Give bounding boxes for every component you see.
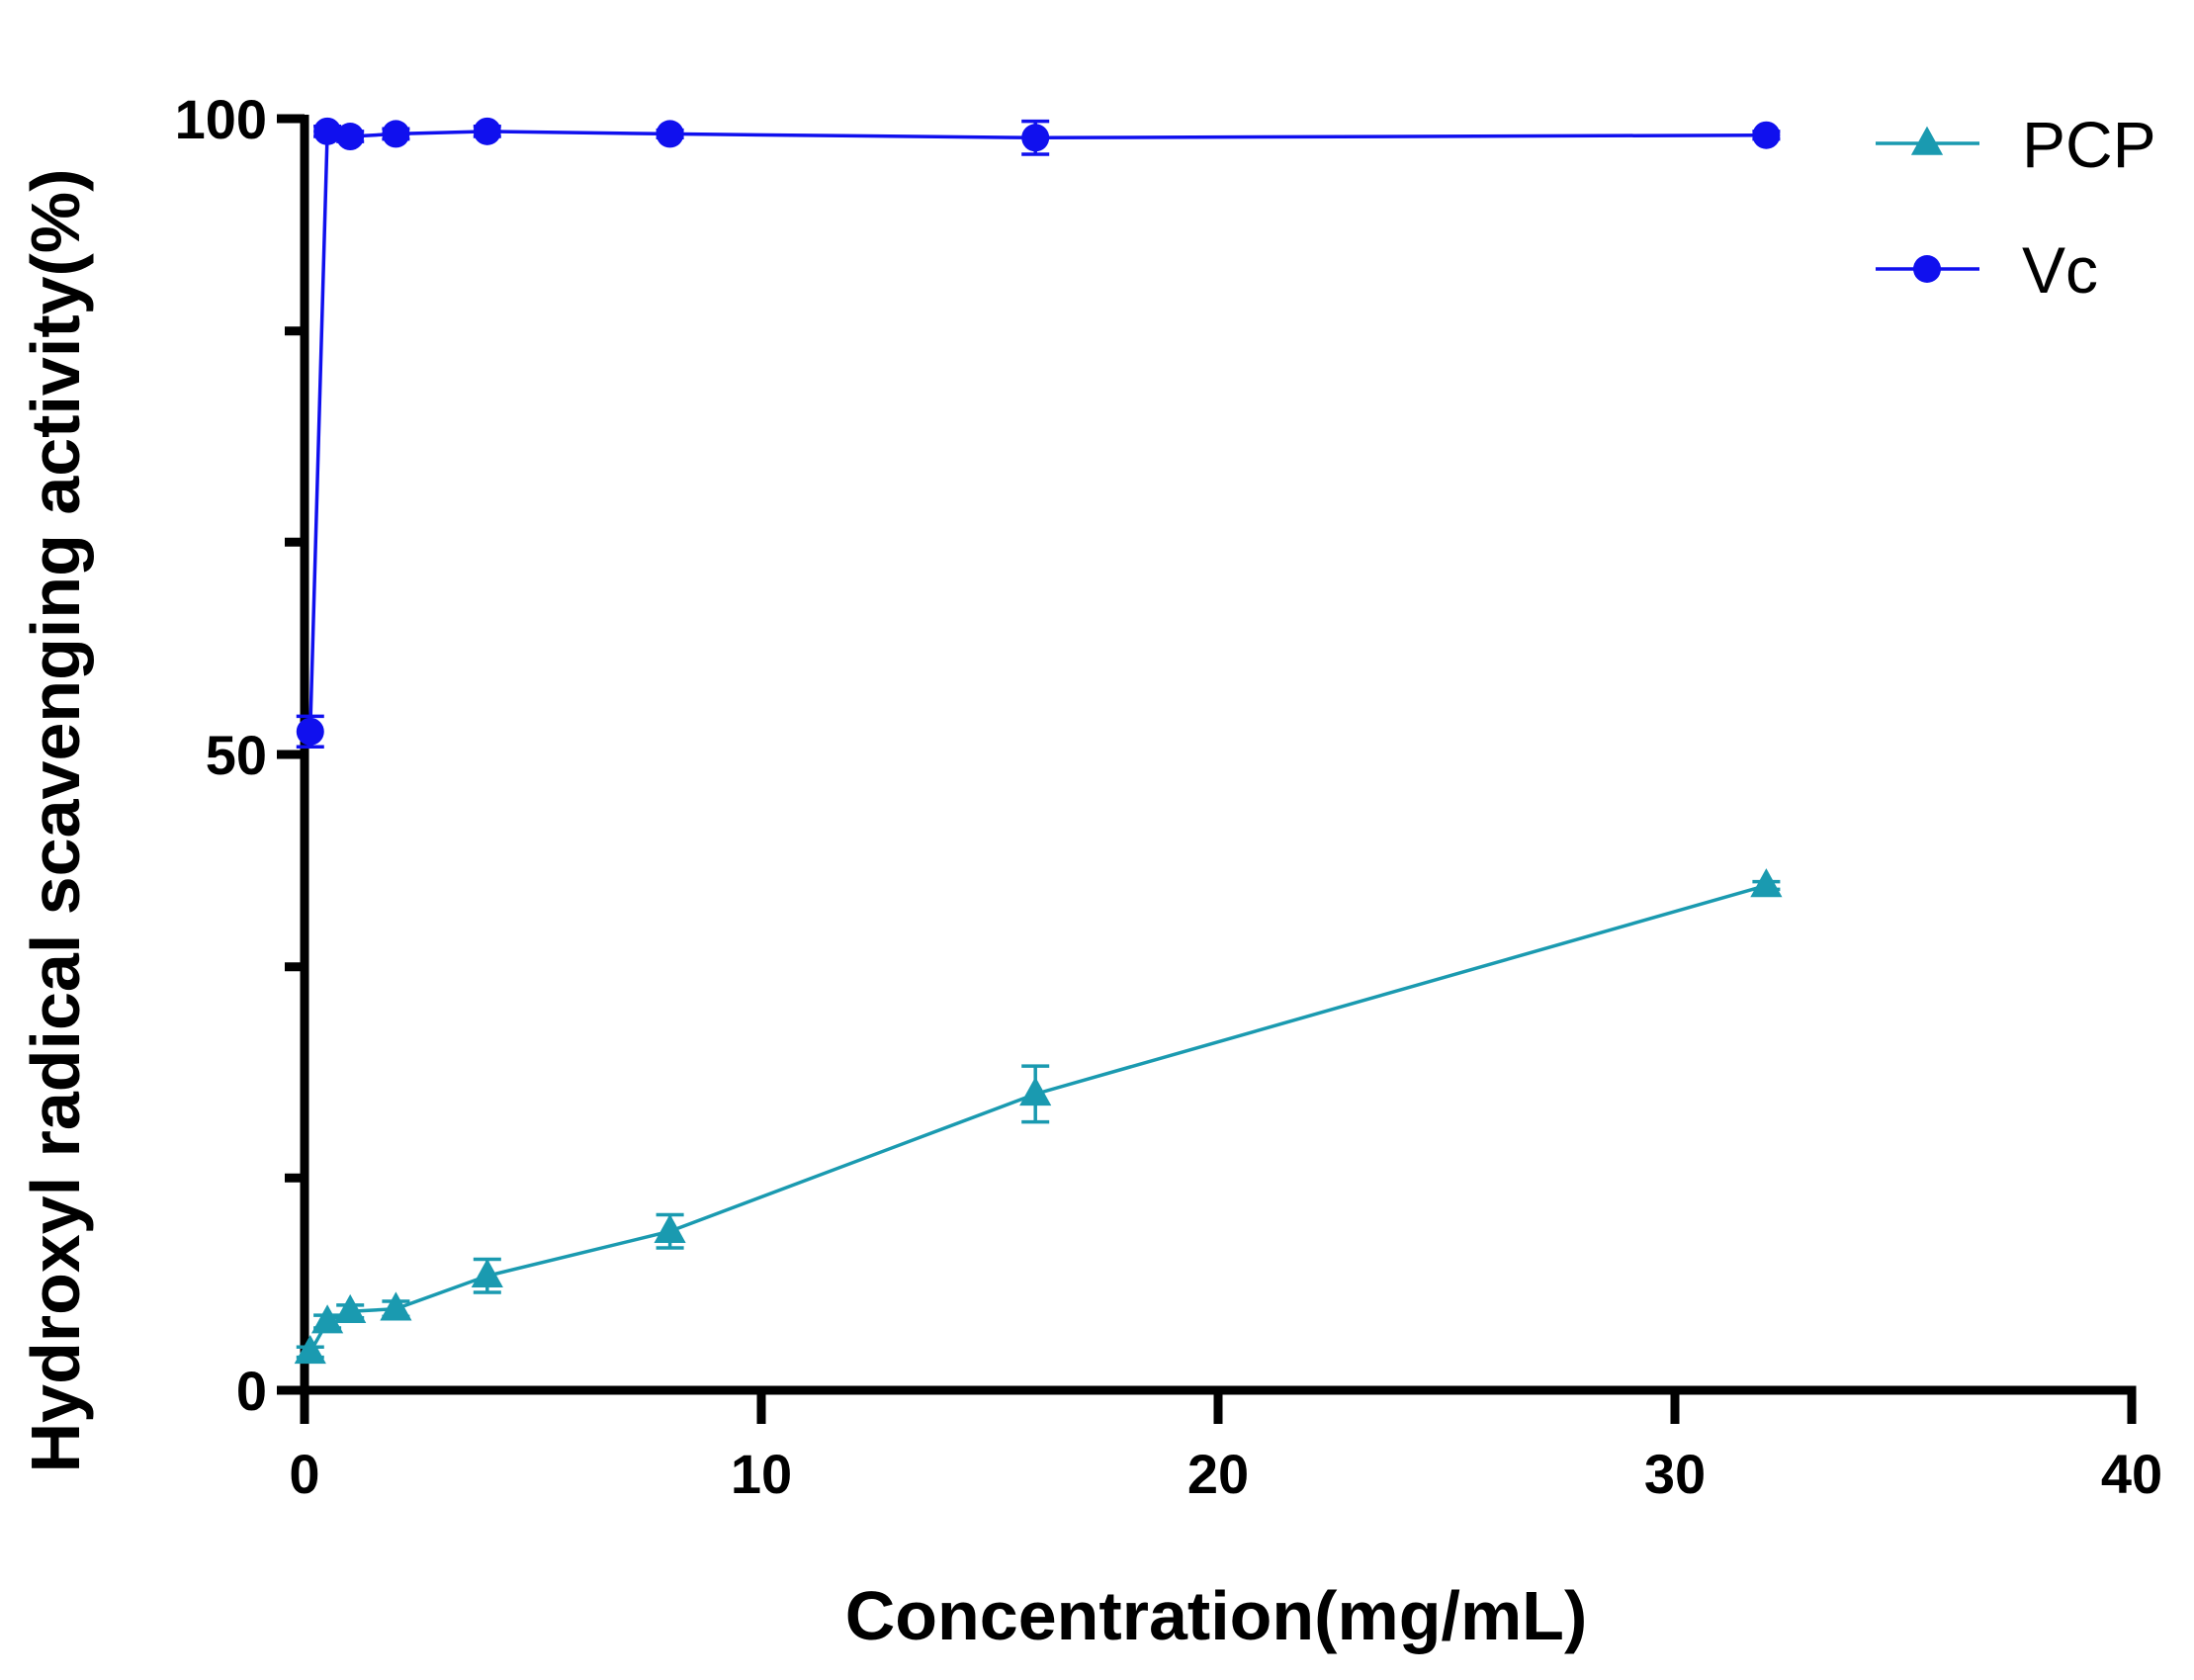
x-tick-label: 20 — [1187, 1443, 1249, 1505]
data-point — [1750, 868, 1783, 898]
series-line — [308, 883, 1767, 1354]
data-point — [1019, 1077, 1052, 1106]
x-tick-label: 10 — [731, 1443, 792, 1505]
x-tick-label: 30 — [1644, 1443, 1706, 1505]
data-point — [380, 1291, 412, 1321]
data-point — [313, 117, 342, 145]
legend-label: Vc — [2022, 233, 2098, 307]
data-point — [336, 123, 365, 151]
data-point — [334, 1293, 367, 1324]
x-tick-label: 0 — [289, 1443, 319, 1505]
data-point — [654, 1213, 686, 1244]
data-point — [656, 120, 684, 148]
legend-item-pcp: PCP — [1876, 108, 2156, 181]
y-tick-label: 50 — [206, 724, 267, 786]
y-tick-label: 100 — [175, 88, 267, 150]
data-point — [473, 117, 501, 145]
data-point — [1021, 124, 1050, 152]
series-vc — [296, 117, 1781, 750]
data-point — [1752, 121, 1781, 149]
legend-item-vc: Vc — [1876, 233, 2098, 307]
axes: 0 50 100 0 10 20 30 40 — [175, 88, 2163, 1505]
data-point — [471, 1258, 503, 1288]
data-point — [382, 120, 410, 148]
legend-marker — [1910, 126, 1944, 155]
y-tick-label: 0 — [236, 1360, 267, 1422]
legend-label: PCP — [2022, 108, 2156, 181]
series-line — [308, 129, 1767, 732]
data-point — [296, 717, 324, 746]
legend-marker — [1913, 255, 1941, 283]
series-layer — [294, 117, 1783, 1365]
x-axis-title: Concentration(mg/mL) — [845, 1577, 1588, 1654]
series-pcp — [294, 868, 1783, 1365]
legend: PCP Vc — [1876, 108, 2156, 307]
y-axis-title: Hydroxyl radical scavenging activity(%) — [17, 169, 94, 1473]
data-point — [294, 1335, 326, 1365]
x-tick-label: 40 — [2101, 1443, 2162, 1505]
data-point — [311, 1304, 344, 1334]
